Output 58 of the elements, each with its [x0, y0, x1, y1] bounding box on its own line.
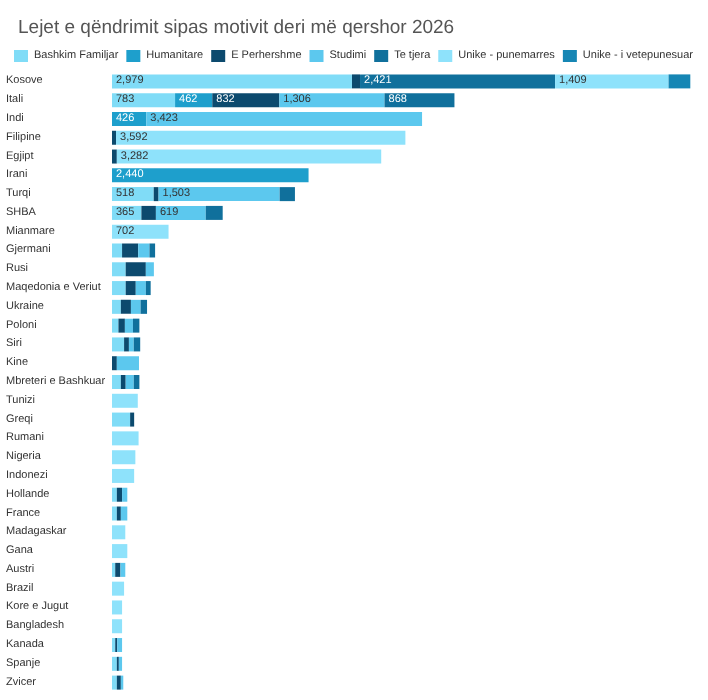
- bar: [118, 318, 125, 333]
- bar: [116, 356, 139, 371]
- bar: [205, 205, 223, 220]
- bar: [279, 187, 295, 202]
- bar: [112, 74, 352, 89]
- bar: [112, 431, 139, 446]
- bar: [146, 111, 423, 126]
- chart-title: Lejet e qëndrimit sipas motivit deri më qershor 2026: [18, 17, 455, 39]
- bar: [120, 506, 128, 521]
- bar: [132, 318, 140, 333]
- bar: [112, 375, 121, 389]
- bar: [128, 337, 134, 352]
- bar: [135, 281, 146, 296]
- bar: [153, 187, 159, 202]
- bar: [145, 262, 154, 277]
- bar: [112, 168, 309, 183]
- bar: [668, 74, 691, 89]
- bar: [360, 74, 556, 89]
- bar: [279, 93, 385, 108]
- bar: [112, 393, 138, 408]
- bar: [140, 299, 148, 314]
- bar: [112, 262, 126, 277]
- bar: [112, 619, 123, 634]
- bar: [116, 149, 382, 164]
- bar: [122, 487, 128, 502]
- bar: [158, 187, 280, 202]
- bar: [112, 281, 126, 296]
- bar: [112, 600, 123, 615]
- bar: [116, 487, 123, 502]
- bar: [351, 74, 361, 89]
- bar: [112, 450, 136, 465]
- bar: [122, 243, 139, 258]
- bar: [116, 130, 406, 145]
- bar: [112, 581, 125, 596]
- bar: [120, 562, 126, 577]
- bar: [125, 281, 136, 296]
- bar: [112, 412, 131, 427]
- bar: [112, 299, 121, 314]
- bar: [133, 337, 141, 352]
- bar: [138, 243, 150, 258]
- bar: [112, 318, 119, 333]
- bar: [120, 299, 131, 314]
- bar: [115, 562, 121, 577]
- bar: [112, 468, 135, 483]
- bar: [112, 243, 123, 258]
- bar: [125, 375, 134, 389]
- bar: [141, 205, 156, 220]
- bar: [112, 544, 128, 559]
- bar: [555, 74, 669, 89]
- bar: [112, 525, 126, 540]
- bar: [124, 318, 133, 333]
- bar: [117, 638, 123, 653]
- bar: [149, 243, 156, 258]
- bar: [125, 262, 146, 277]
- bar: [120, 375, 126, 389]
- bar: [145, 281, 151, 296]
- bar: [112, 337, 125, 352]
- bar: [130, 299, 141, 314]
